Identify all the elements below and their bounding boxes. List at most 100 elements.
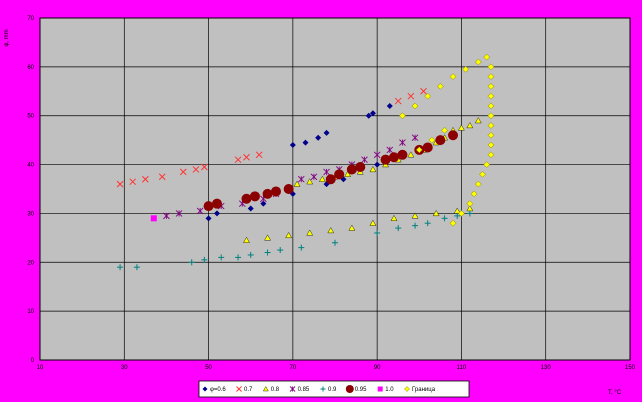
data-point bbox=[310, 173, 318, 181]
data-point bbox=[327, 227, 335, 234]
data-point bbox=[302, 139, 309, 146]
series-6 bbox=[150, 215, 157, 222]
plot-area bbox=[39, 17, 631, 361]
legend-label: 0.8 bbox=[271, 387, 280, 393]
data-point bbox=[389, 152, 399, 163]
x-tick-label: 70 bbox=[290, 365, 297, 371]
data-point bbox=[424, 220, 431, 227]
data-point bbox=[142, 175, 149, 183]
data-point bbox=[487, 92, 495, 100]
data-point bbox=[441, 215, 448, 222]
data-point bbox=[422, 142, 433, 153]
data-point bbox=[264, 234, 271, 241]
data-point bbox=[262, 188, 273, 199]
y-tick-label: 0 bbox=[31, 358, 35, 364]
data-point bbox=[116, 180, 124, 188]
data-point bbox=[487, 141, 495, 149]
data-point bbox=[407, 151, 415, 158]
data-point bbox=[249, 191, 260, 202]
data-point bbox=[483, 161, 491, 168]
x-tick-label: 90 bbox=[374, 365, 381, 371]
series-7 bbox=[399, 53, 495, 227]
data-point bbox=[399, 139, 406, 146]
data-point bbox=[412, 222, 419, 229]
data-point bbox=[395, 225, 402, 232]
data-points bbox=[116, 53, 495, 271]
y-tick-label: 60 bbox=[27, 65, 34, 71]
data-point bbox=[150, 215, 157, 222]
legend-marker bbox=[202, 386, 208, 392]
data-point bbox=[271, 186, 281, 197]
data-point bbox=[234, 156, 242, 164]
data-point bbox=[133, 264, 140, 271]
data-point bbox=[411, 134, 419, 142]
legend-marker bbox=[320, 386, 326, 392]
legend-marker bbox=[377, 386, 383, 392]
data-point bbox=[323, 129, 330, 136]
y-tick-label: 30 bbox=[27, 211, 34, 217]
data-point bbox=[346, 164, 357, 175]
data-point bbox=[365, 112, 372, 119]
data-point bbox=[474, 58, 482, 66]
data-point bbox=[315, 134, 322, 141]
data-point bbox=[474, 180, 482, 188]
data-point bbox=[332, 239, 338, 246]
y-tick-label: 70 bbox=[27, 16, 34, 22]
data-point bbox=[390, 214, 398, 221]
data-point bbox=[454, 212, 461, 219]
data-point bbox=[487, 112, 495, 120]
legend-label: 0.9 bbox=[328, 387, 337, 393]
data-point bbox=[487, 151, 495, 159]
data-point bbox=[428, 136, 436, 144]
data-point bbox=[201, 256, 208, 263]
data-point bbox=[411, 212, 419, 219]
data-point bbox=[380, 154, 391, 165]
data-point bbox=[374, 161, 381, 168]
data-point bbox=[243, 236, 250, 243]
data-point bbox=[241, 193, 252, 204]
data-point bbox=[289, 142, 296, 149]
data-point bbox=[247, 251, 254, 258]
data-point bbox=[334, 169, 345, 180]
data-point bbox=[192, 166, 200, 173]
data-point bbox=[487, 63, 495, 71]
y-tick-label: 20 bbox=[27, 260, 34, 266]
data-point bbox=[355, 162, 366, 173]
data-point bbox=[163, 212, 170, 220]
data-point bbox=[255, 151, 263, 159]
x-tick-label: 110 bbox=[457, 365, 467, 371]
data-point bbox=[458, 124, 465, 131]
data-point bbox=[243, 153, 250, 161]
data-point bbox=[175, 210, 183, 217]
data-point bbox=[306, 229, 314, 236]
legend-label: Граница bbox=[412, 387, 436, 393]
data-point bbox=[483, 53, 491, 61]
data-point bbox=[424, 92, 432, 100]
data-point bbox=[323, 168, 330, 176]
data-point bbox=[306, 178, 314, 185]
series-3 bbox=[163, 134, 419, 220]
data-point bbox=[319, 175, 326, 182]
data-point bbox=[448, 130, 458, 141]
data-point bbox=[479, 170, 486, 178]
data-point bbox=[386, 102, 393, 109]
data-point bbox=[437, 83, 444, 90]
data-point bbox=[277, 247, 284, 254]
data-point bbox=[260, 200, 267, 207]
series-4 bbox=[117, 210, 473, 271]
x-tick-label: 150 bbox=[625, 365, 636, 371]
data-point bbox=[283, 184, 294, 194]
legend: φ=0.6 0.7 0.8 0.85 0.9 0.95 1.0 Граница bbox=[198, 380, 470, 398]
y-tick-label: 40 bbox=[27, 163, 34, 169]
legend-marker bbox=[404, 386, 410, 392]
legend-marker bbox=[289, 386, 296, 392]
data-point bbox=[487, 131, 495, 139]
data-point bbox=[369, 219, 377, 226]
legend-label: 0.85 bbox=[298, 387, 310, 393]
data-point bbox=[348, 224, 356, 231]
x-axis-label: T, °C bbox=[608, 390, 622, 396]
legend-marker bbox=[345, 385, 354, 393]
data-point bbox=[449, 73, 457, 80]
data-point bbox=[235, 254, 242, 261]
